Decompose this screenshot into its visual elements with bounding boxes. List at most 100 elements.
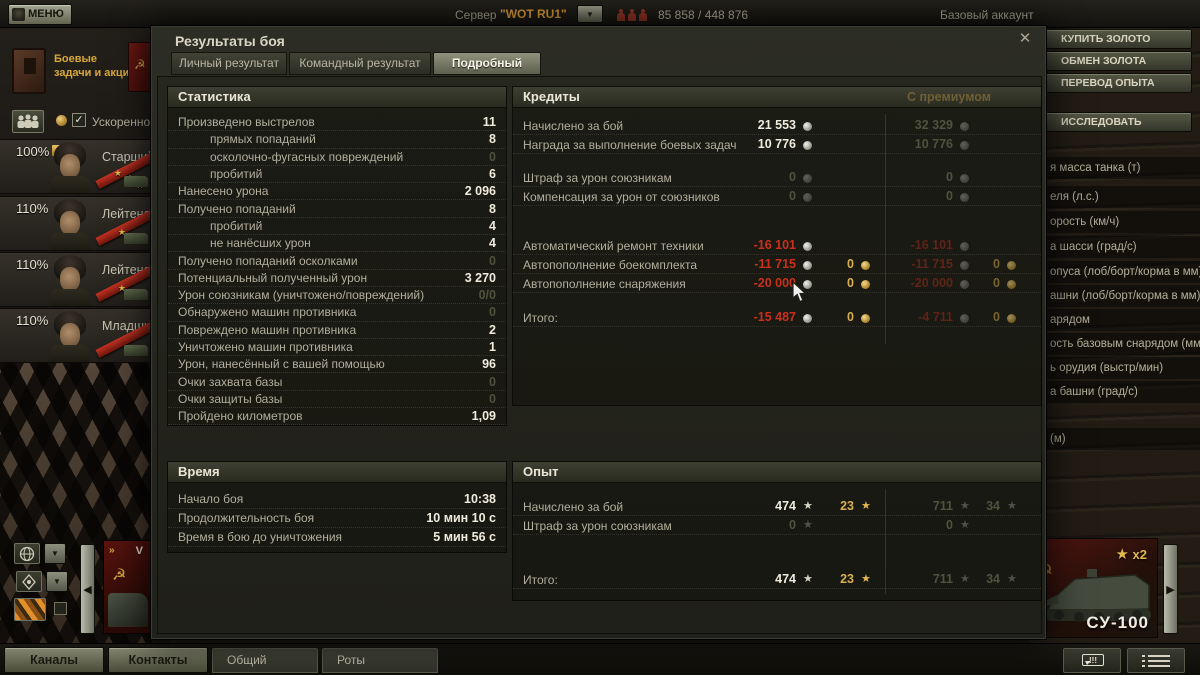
notifications-button[interactable]: !!! xyxy=(1063,648,1121,673)
credits-coin-icon xyxy=(960,174,969,183)
globe-filter-button[interactable] xyxy=(14,543,40,564)
globe-icon xyxy=(19,546,35,562)
elite-chevrons-icon: » xyxy=(109,545,115,556)
crew-panel-header: ✓ Ускоренное обу xyxy=(0,108,179,138)
xp-star-icon: ★ xyxy=(960,519,970,531)
dialog-content: Статистика Произведено выстрелов 11 прямы… xyxy=(157,76,1042,634)
account-type-label: Базовый аккаунт xyxy=(940,8,1034,22)
tank-spec-row: я масса танка (т) xyxy=(1047,157,1200,179)
time-row: Начало боя 10:38 xyxy=(168,490,506,509)
crew-percent: 110% xyxy=(16,313,49,328)
nation-filter-button[interactable] xyxy=(16,571,42,592)
credits-coin-icon xyxy=(960,261,969,270)
tank-silhouette xyxy=(108,593,148,627)
server-dropdown-button[interactable]: ▼ xyxy=(577,5,603,23)
credits-coin-icon xyxy=(960,314,969,323)
credits-coin-icon xyxy=(960,193,969,202)
battle-log-button[interactable] xyxy=(1127,648,1185,673)
x2-label: x2 xyxy=(1132,547,1147,562)
chat-tab-companies[interactable]: Роты xyxy=(322,648,438,673)
xp-star-icon: ★ xyxy=(1007,573,1017,585)
credits-coin-icon xyxy=(803,141,812,150)
dialog-title: Результаты боя xyxy=(175,33,285,49)
credits-coin-icon xyxy=(960,242,969,251)
red-book-icon[interactable] xyxy=(128,42,154,92)
exchange-gold-label: ОБМЕН ЗОЛОТА xyxy=(1061,55,1147,67)
nation-dropdown-button[interactable]: ▼ xyxy=(46,571,68,592)
bottom-bar: Каналы Контакты Общий Роты !!! xyxy=(0,643,1200,675)
carousel-left-arrow[interactable]: ◀ xyxy=(80,544,95,634)
mouse-cursor xyxy=(792,281,808,303)
experience-total-row: Итого: 474 ★ 23 ★ 711 ★ 34 ★ xyxy=(513,571,1041,589)
carousel-right-arrow[interactable]: ▶ xyxy=(1163,544,1178,634)
free-xp-star-icon: ★ xyxy=(861,573,871,585)
research-button[interactable]: ИССЛЕДОВАТЬ xyxy=(1038,112,1192,132)
tank-spec-row: ашни (лоб/борт/корма в мм) xyxy=(1047,285,1200,307)
top-bar: МЕНЮ Сервер "WOT RU1" ▼ 85 858 / 448 876… xyxy=(0,0,1200,28)
xp-star-icon: ★ xyxy=(1007,500,1017,512)
buy-gold-label: КУПИТЬ ЗОЛОТО xyxy=(1061,33,1151,45)
gold-coin-icon xyxy=(1007,261,1016,270)
crew-member-loader[interactable]: 110% Младши ★ xyxy=(0,308,152,363)
credits-coin-icon xyxy=(803,174,812,183)
exchange-gold-button[interactable]: ОБМЕН ЗОЛОТА xyxy=(1038,51,1192,71)
experience-panel: Опыт Начислено за бой 474 ★ 23 ★ 711 ★ 34 ★ … xyxy=(512,461,1042,601)
crew-portrait xyxy=(44,311,96,362)
gold-coin-icon xyxy=(861,280,870,289)
close-icon[interactable]: ✕ xyxy=(1018,30,1032,47)
globe-dropdown-button[interactable]: ▼ xyxy=(44,543,66,564)
server-name: "WOT RU1" xyxy=(500,7,567,21)
tank-spec-row: орость (км/ч) xyxy=(1047,211,1200,233)
buy-gold-button[interactable]: КУПИТЬ ЗОЛОТО xyxy=(1038,29,1192,49)
experience-header: Опыт xyxy=(513,462,1041,483)
tab-team-result[interactable]: Командный результат xyxy=(289,52,431,75)
accelerated-training-checkbox[interactable]: ✓ xyxy=(72,113,86,127)
tank-tier: V xyxy=(135,545,143,557)
missions-banner[interactable]: Боевые задачи и акции xyxy=(2,40,152,110)
crew-portrait xyxy=(44,255,96,306)
chat-tab-general[interactable]: Общий xyxy=(212,648,318,673)
gold-coin-icon xyxy=(56,115,67,126)
tank-spec-row: еля (л.с.) xyxy=(1047,186,1200,208)
gold-coin-icon xyxy=(1007,280,1016,289)
stat-row: Получено попаданий осколками 0 xyxy=(168,252,506,270)
gold-coin-icon xyxy=(861,314,870,323)
stat-row: Пройдено километров 1,09 xyxy=(168,408,506,426)
tab-detailed-report[interactable]: Подробный отчёт xyxy=(433,52,541,91)
battle-results-dialog: Результаты боя ✕ Личный результат Команд… xyxy=(150,25,1047,640)
gold-coin-icon xyxy=(1007,314,1016,323)
stat-row: Уничтожено машин противника 1 xyxy=(168,339,506,357)
contacts-button[interactable]: Контакты xyxy=(108,647,208,673)
credit-row: Начислено за бой 21 553 32 329 xyxy=(513,117,1041,135)
credit-row: Автопополнение снаряжения -20 000 0 -20 … xyxy=(513,275,1041,293)
camo-filter-button[interactable] xyxy=(14,598,46,621)
crew-percent: 110% xyxy=(16,257,49,272)
stat-row: не нанёсших урон 4 xyxy=(168,235,506,253)
tank-spec-row: а шасси (град/с) xyxy=(1047,236,1200,258)
time-row: Продолжительность боя 10 мин 10 с xyxy=(168,509,506,528)
tab-personal-result[interactable]: Личный результат xyxy=(171,52,287,75)
su100-silhouette xyxy=(1035,569,1151,622)
credit-row: Штраф за урон союзникам 0 0 xyxy=(513,169,1041,187)
star-icon: ★ xyxy=(1115,546,1129,563)
credits-coin-icon xyxy=(803,261,812,270)
crew-member-gunner[interactable]: 110% Лейтена ★ ★ xyxy=(0,196,152,251)
stat-row: пробитий 6 xyxy=(168,166,506,184)
crew-member-commander[interactable]: 100% Старший ★ ★ ★ xyxy=(0,139,152,194)
nation-icon xyxy=(22,574,36,590)
crew-member-driver[interactable]: 110% Лейтена ★ ★ xyxy=(0,252,152,307)
menu-button[interactable]: МЕНЮ xyxy=(8,4,72,25)
channels-button[interactable]: Каналы xyxy=(4,647,104,673)
convert-xp-button[interactable]: ПЕРЕВОД ОПЫТА xyxy=(1038,73,1192,93)
credits-header: Кредиты xyxy=(513,87,1041,108)
crew-icon-button[interactable] xyxy=(12,110,44,133)
credits-coin-icon xyxy=(803,280,812,289)
menu-emblem-icon xyxy=(12,8,25,21)
tank-card-su100[interactable]: ☭ ★ x2 СУ-100 xyxy=(1026,538,1158,638)
tank-card-left[interactable]: » V ☭ xyxy=(103,540,152,634)
camo-checkbox[interactable] xyxy=(54,602,67,615)
credits-coin-icon xyxy=(960,280,969,289)
missions-label-line2: задачи и акции xyxy=(54,67,137,79)
statistics-header: Статистика xyxy=(168,87,506,108)
